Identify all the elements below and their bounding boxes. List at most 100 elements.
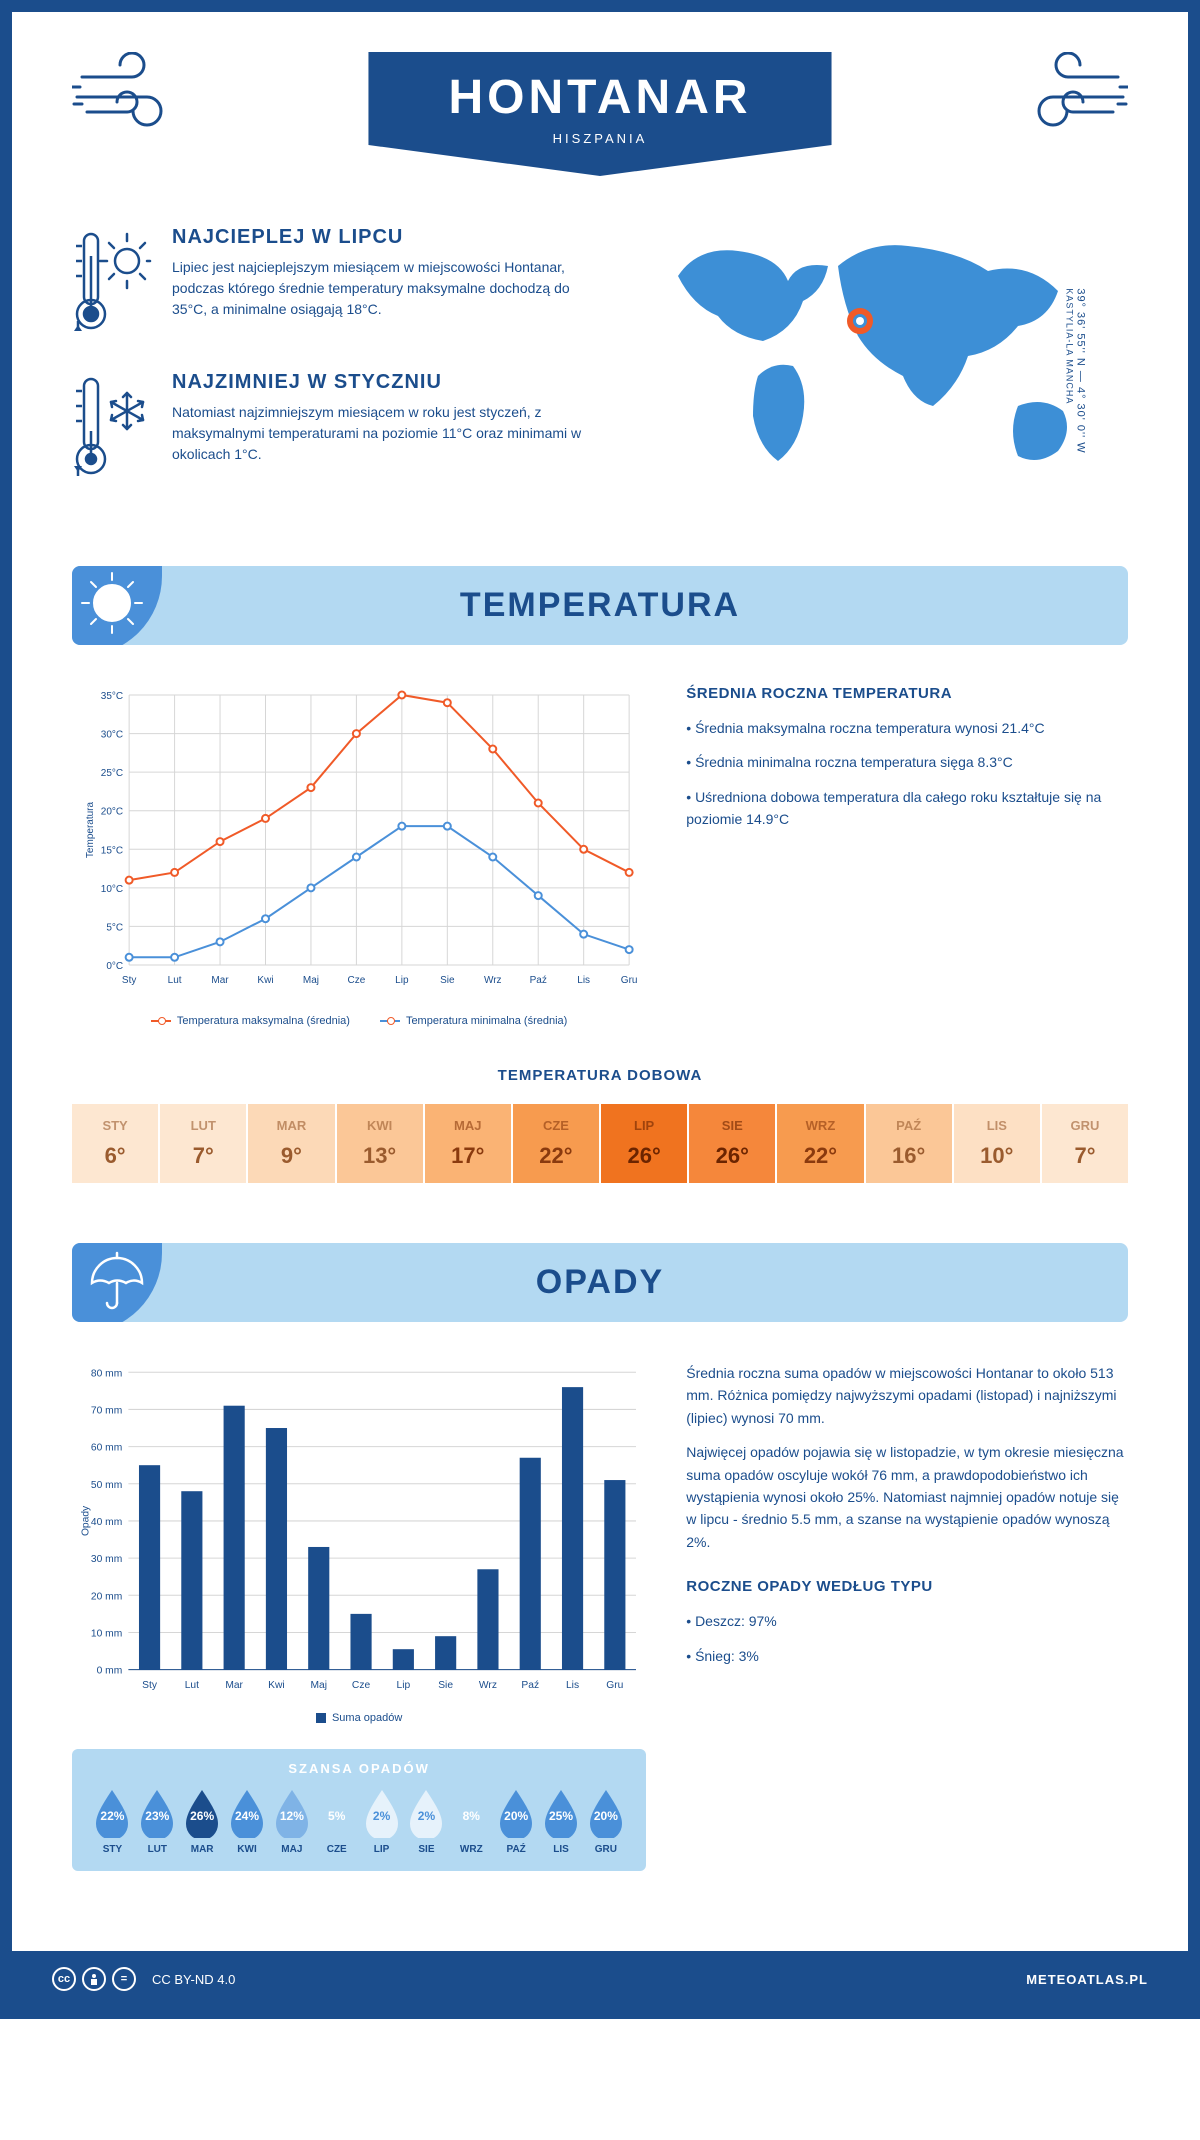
precip-chance-item: 8%WRZ — [449, 1788, 494, 1855]
daily-temp-cell: MAR9° — [248, 1104, 336, 1183]
svg-text:20 mm: 20 mm — [91, 1591, 122, 1602]
svg-text:Lis: Lis — [577, 975, 590, 986]
temp-summary-heading: ŚREDNIA ROCZNA TEMPERATURA — [686, 685, 1128, 702]
temp-title: TEMPERATURA — [92, 586, 1108, 625]
svg-text:Lis: Lis — [566, 1680, 579, 1691]
svg-text:0 mm: 0 mm — [97, 1666, 123, 1677]
wind-icon — [72, 52, 192, 137]
license-block: cc = CC BY-ND 4.0 — [52, 1967, 235, 1991]
cold-heading: NAJZIMNIEJ W STYCZNIU — [172, 371, 608, 394]
cc-icon: cc — [52, 1967, 76, 1991]
legend-max-label: Temperatura maksymalna (średnia) — [177, 1015, 350, 1027]
svg-text:80 mm: 80 mm — [91, 1368, 122, 1379]
precip-chance-item: 12%MAJ — [269, 1788, 314, 1855]
svg-text:60 mm: 60 mm — [91, 1443, 122, 1454]
site-name: METEOATLAS.PL — [1026, 1972, 1148, 1987]
title-banner: HONTANAR HISZPANIA — [368, 52, 831, 176]
svg-text:15°C: 15°C — [101, 845, 123, 856]
world-map: 39° 36' 55'' N — 4° 30' 0'' W KASTYLIA-L… — [648, 226, 1128, 516]
precip-summary-p2: Najwięcej opadów pojawia się w listopadz… — [686, 1441, 1128, 1553]
svg-text:10°C: 10°C — [101, 884, 123, 895]
svg-text:Cze: Cze — [348, 975, 366, 986]
svg-text:Paź: Paź — [530, 975, 547, 986]
precip-chance-item: 23%LUT — [135, 1788, 180, 1855]
svg-text:Maj: Maj — [310, 1680, 327, 1691]
svg-text:70 mm: 70 mm — [91, 1406, 122, 1417]
svg-text:Sie: Sie — [440, 975, 455, 986]
precip-summary-p1: Średnia roczna suma opadów w miejscowośc… — [686, 1362, 1128, 1429]
daily-temp-cell: PAŹ16° — [866, 1104, 954, 1183]
temperature-line-chart: 0°C5°C10°C15°C20°C25°C30°C35°CStyLutMarK… — [72, 685, 646, 1005]
warm-block: NAJCIEPLEJ W LIPCU Lipiec jest najcieple… — [72, 226, 608, 341]
by-icon — [82, 1967, 106, 1991]
daily-temp-cell: LIS10° — [954, 1104, 1042, 1183]
daily-temp-cell: CZE22° — [513, 1104, 601, 1183]
daily-temp-cell: LIP26° — [601, 1104, 689, 1183]
temp-summary-item: Uśredniona dobowa temperatura dla całego… — [686, 786, 1128, 831]
temp-legend: .legend-swatch:nth-child(1)::after{borde… — [72, 1015, 646, 1027]
precip-summary: Średnia roczna suma opadów w miejscowośc… — [686, 1362, 1128, 1871]
precip-chance-item: 24%KWI — [225, 1788, 270, 1855]
page-title: HONTANAR — [448, 70, 751, 125]
precip-title: OPADY — [92, 1263, 1108, 1302]
thermometer-snow-icon — [72, 371, 152, 486]
precip-chance-item: 2%LIP — [359, 1788, 404, 1855]
daily-temp-cell: WRZ22° — [777, 1104, 865, 1183]
precip-type-item: Deszcz: 97% — [686, 1610, 1128, 1632]
svg-text:Paź: Paź — [521, 1680, 539, 1691]
header: HONTANAR HISZPANIA — [72, 52, 1128, 176]
svg-text:10 mm: 10 mm — [91, 1629, 122, 1640]
svg-text:40 mm: 40 mm — [91, 1517, 122, 1528]
precip-chance-box: SZANSA OPADÓW 22%STY23%LUT26%MAR24%KWI12… — [72, 1749, 646, 1871]
svg-text:Kwi: Kwi — [257, 975, 273, 986]
temp-summary-item: Średnia minimalna roczna temperatura się… — [686, 751, 1128, 773]
precip-chance-item: 5%CZE — [314, 1788, 359, 1855]
cold-block: NAJZIMNIEJ W STYCZNIU Natomiast najzimni… — [72, 371, 608, 486]
svg-text:Wrz: Wrz — [479, 1680, 497, 1691]
wind-icon — [1008, 52, 1128, 137]
precip-chance-item: 20%GRU — [583, 1788, 628, 1855]
svg-text:Lip: Lip — [397, 1680, 411, 1691]
svg-text:Sty: Sty — [122, 975, 136, 986]
daily-temp-cell: STY6° — [72, 1104, 160, 1183]
precip-type-item: Śnieg: 3% — [686, 1645, 1128, 1667]
sun-icon — [72, 566, 162, 645]
precip-chance-item: 26%MAR — [180, 1788, 225, 1855]
svg-text:Opady: Opady — [80, 1505, 91, 1536]
footer: cc = CC BY-ND 4.0 METEOATLAS.PL — [12, 1951, 1188, 2007]
svg-text:5°C: 5°C — [106, 922, 123, 933]
thermometer-sun-icon — [72, 226, 152, 341]
chance-heading: SZANSA OPADÓW — [90, 1761, 628, 1776]
svg-text:25°C: 25°C — [101, 768, 123, 779]
svg-text:Sie: Sie — [438, 1680, 453, 1691]
cold-text: Natomiast najzimniejszym miesiącem w rok… — [172, 402, 608, 465]
svg-text:50 mm: 50 mm — [91, 1480, 122, 1491]
svg-text:20°C: 20°C — [101, 807, 123, 818]
svg-text:30°C: 30°C — [101, 730, 123, 741]
svg-text:35°C: 35°C — [101, 691, 123, 702]
region-text: KASTYLIA-LA MANCHA — [1064, 288, 1074, 453]
coordinates: 39° 36' 55'' N — 4° 30' 0'' W KASTYLIA-L… — [1064, 288, 1086, 453]
lat-lon-text: 39° 36' 55'' N — 4° 30' 0'' W — [1074, 288, 1086, 453]
daily-temp-cell: KWI13° — [337, 1104, 425, 1183]
precip-chance-item: 2%SIE — [404, 1788, 449, 1855]
umbrella-icon — [72, 1243, 162, 1322]
svg-text:Lut: Lut — [168, 975, 182, 986]
temp-summary-item: Średnia maksymalna roczna temperatura wy… — [686, 717, 1128, 739]
precip-legend: Suma opadów — [72, 1712, 646, 1724]
svg-text:Gru: Gru — [621, 975, 638, 986]
daily-temp-cell: LUT7° — [160, 1104, 248, 1183]
license-text: CC BY-ND 4.0 — [152, 1972, 235, 1987]
temp-section-banner: TEMPERATURA — [72, 566, 1128, 645]
daily-temp-table: STY6°LUT7°MAR9°KWI13°MAJ17°CZE22°LIP26°S… — [72, 1104, 1128, 1183]
daily-temp-cell: GRU7° — [1042, 1104, 1128, 1183]
svg-text:Cze: Cze — [352, 1680, 371, 1691]
precip-chance-item: 22%STY — [90, 1788, 135, 1855]
precip-chance-item: 25%LIS — [539, 1788, 584, 1855]
svg-text:Sty: Sty — [142, 1680, 158, 1691]
warm-heading: NAJCIEPLEJ W LIPCU — [172, 226, 608, 249]
svg-text:Mar: Mar — [211, 975, 229, 986]
svg-text:Maj: Maj — [303, 975, 319, 986]
precip-type-heading: ROCZNE OPADY WEDŁUG TYPU — [686, 1578, 1128, 1595]
daily-temp-cell: MAJ17° — [425, 1104, 513, 1183]
